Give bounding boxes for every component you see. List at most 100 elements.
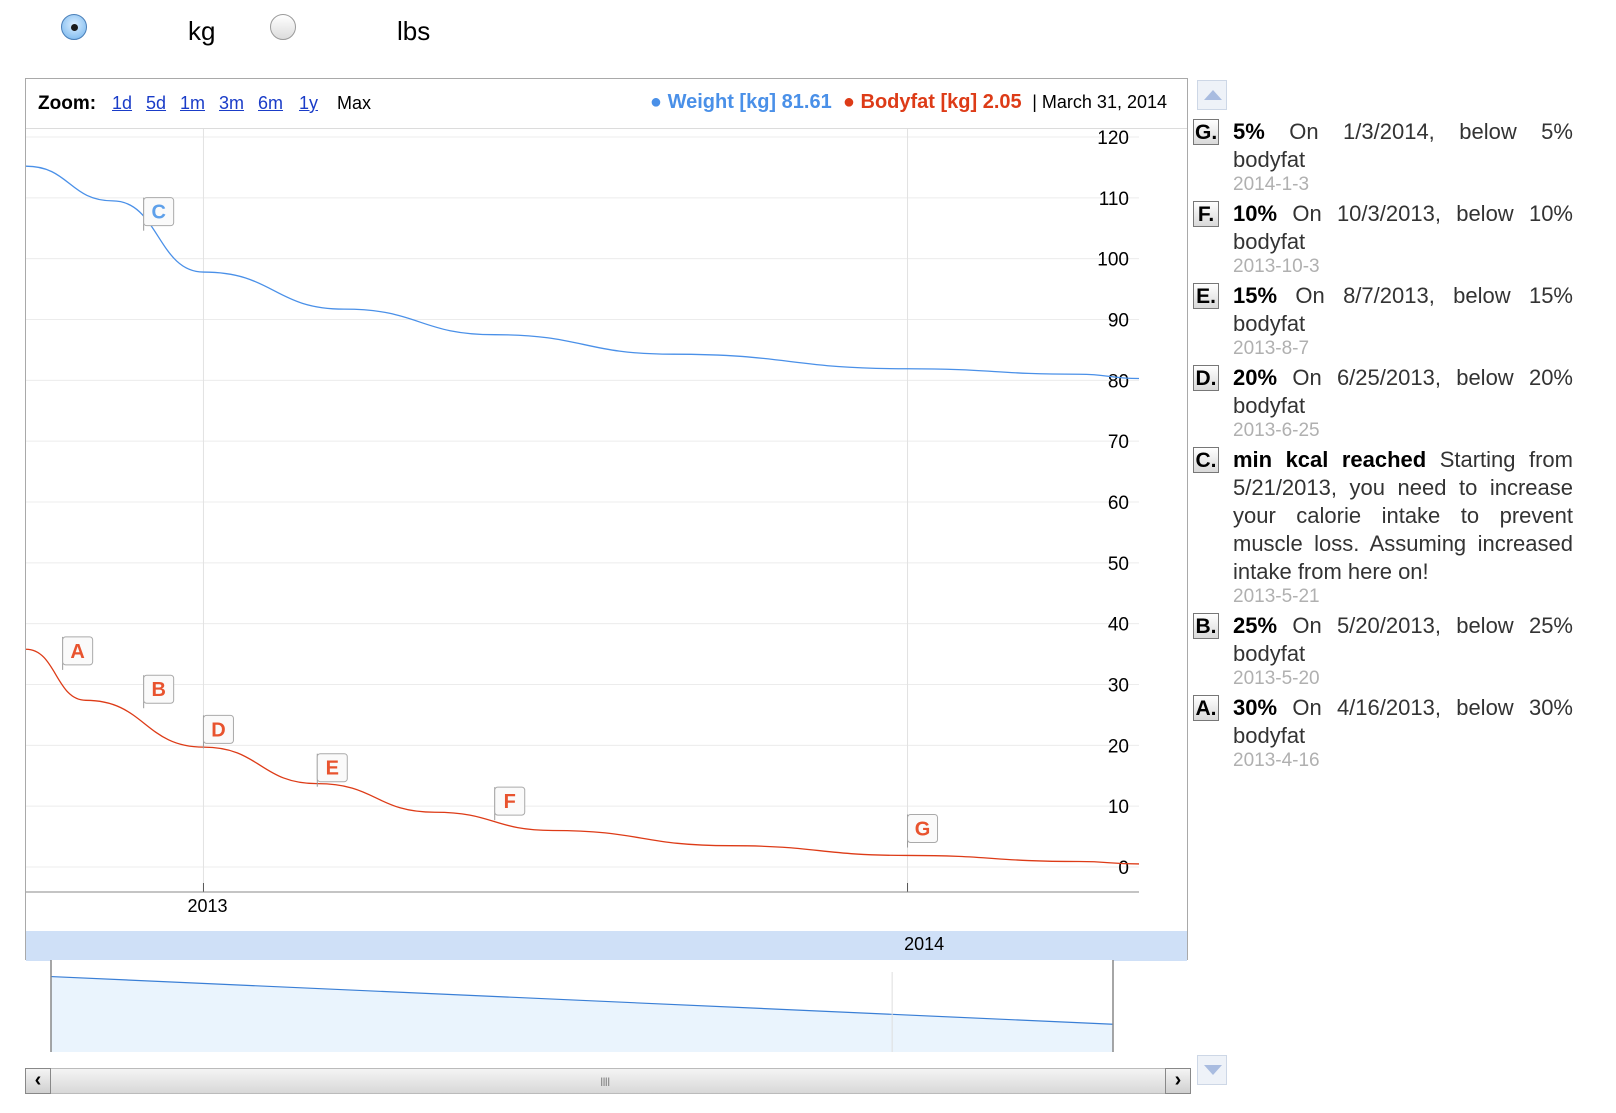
navigator-svg (50, 960, 1114, 1052)
chart-navigator[interactable]: 2014 (25, 934, 1188, 1080)
event-text: Starting from 5/21/2013, you need to inc… (1233, 447, 1573, 584)
flag-box (316, 753, 348, 783)
event-title: min kcal reached (1233, 447, 1427, 472)
y-tick-label: 100 (1097, 250, 1129, 271)
arrow-up-icon (1204, 90, 1222, 100)
y-tick-label: 70 (1108, 432, 1129, 453)
lbs-label: lbs (397, 16, 431, 46)
event-item[interactable]: F. 10% On 10/3/2013, below 10% bodyfat 201… (1193, 200, 1573, 278)
bodyfat-legend-label: Bodyfat [kg] (860, 91, 978, 113)
legend-separator: | (1027, 92, 1042, 112)
kg-radio[interactable] (61, 14, 87, 40)
event-body: 15% On 8/7/2013, below 15% bodyfat (1233, 282, 1573, 338)
event-date: 2013-8-7 (1233, 338, 1310, 359)
chart-legend: ● Weight [kg] 81.61 ● Bodyfat [kg] 2.05 … (650, 91, 1167, 114)
flag-label: G (915, 819, 931, 841)
bodyfat-legend-value: 2.05 (982, 91, 1022, 113)
flag-box (143, 674, 175, 704)
event-list-scroll-down[interactable] (1197, 1055, 1227, 1085)
zoom-max-option[interactable]: Max (337, 93, 372, 113)
y-tick-label: 110 (1099, 189, 1129, 210)
event-text: On 5/20/2013, below 25% bodyfat (1233, 613, 1573, 666)
event-item[interactable]: E. 15% On 8/7/2013, below 15% bodyfat 2013… (1193, 282, 1573, 360)
event-key[interactable]: C. (1193, 447, 1219, 473)
bodyfat-legend-dot: ● (842, 91, 855, 113)
event-body: min kcal reached Starting from 5/21/2013… (1233, 446, 1573, 586)
event-list-scroll-up[interactable] (1197, 80, 1227, 110)
event-body: 10% On 10/3/2013, below 10% bodyfat (1233, 200, 1573, 256)
event-key[interactable]: D. (1193, 365, 1219, 391)
zoom-label: Zoom: (38, 93, 97, 114)
scroll-left-button[interactable]: ‹ (25, 1068, 51, 1094)
navigator-scrollbar[interactable]: IIII (51, 1068, 1165, 1094)
y-tick-label: 120 (1097, 128, 1129, 149)
lbs-radio[interactable] (270, 14, 296, 40)
zoom-3m-link[interactable]: 3m (219, 93, 245, 113)
flag-box (202, 714, 234, 744)
chart-panel: 0 10 20 30 40 50 60 70 80 90 100 110 120 A B C D E F G Zoom… (25, 78, 1188, 961)
event-item[interactable]: C. min kcal reached Starting from 5/21/20… (1193, 446, 1573, 608)
scrollbar-grip[interactable]: IIII (600, 1075, 610, 1089)
event-text: On 8/7/2013, below 15% bodyfat (1233, 283, 1573, 336)
zoom-6m-link[interactable]: 6m (258, 93, 284, 113)
event-title: 5% (1233, 119, 1265, 144)
event-date: 2013-10-3 (1233, 256, 1320, 277)
zoom-1d-link[interactable]: 1d (112, 93, 133, 113)
weight-legend-dot: ● (649, 91, 663, 113)
event-text: On 6/25/2013, below 20% bodyfat (1233, 365, 1573, 418)
flag-box (143, 197, 175, 227)
y-tick-label: 90 (1108, 311, 1129, 332)
y-tick-label: 0 (1118, 858, 1129, 879)
zoom-toolbar: Zoom: 1d 5d 1m 3m 6m 1y Max ● Weight [kg… (26, 79, 1187, 129)
event-list: G. 5% On 1/3/2014, below 5% bodyfat 2014-1… (1193, 118, 1573, 776)
navigator-year-2014: 2014 (904, 934, 945, 954)
event-text: On 10/3/2013, below 10% bodyfat (1233, 201, 1573, 254)
flag-label: A (70, 641, 84, 663)
flag-box (62, 636, 94, 666)
event-text: On 4/16/2013, below 30% bodyfat (1233, 695, 1573, 748)
event-date: 2013-6-25 (1233, 420, 1320, 441)
weight-legend-value: 81.61 (781, 91, 832, 113)
y-tick-label: 10 (1108, 797, 1129, 818)
event-item[interactable]: B. 25% On 5/20/2013, below 25% bodyfat 201… (1193, 612, 1573, 690)
event-item[interactable]: A. 30% On 4/16/2013, below 30% bodyfat 201… (1193, 694, 1573, 772)
kg-label: kg (188, 16, 216, 46)
event-key[interactable]: G. (1193, 119, 1220, 145)
event-body: 20% On 6/25/2013, below 20% bodyfat (1233, 364, 1573, 420)
y-tick-label: 50 (1108, 554, 1129, 575)
event-date: 2013-5-21 (1233, 586, 1320, 607)
event-body: 30% On 4/16/2013, below 30% bodyfat (1233, 694, 1573, 750)
event-date: 2014-1-3 (1233, 174, 1310, 195)
flag-label: B (151, 679, 165, 701)
legend-date: March 31, 2014 (1041, 92, 1167, 112)
event-key[interactable]: A. (1193, 695, 1219, 721)
event-text: On 1/3/2014, below 5% bodyfat (1233, 119, 1573, 172)
x-axis-band (26, 931, 1187, 961)
flag-label: C (151, 202, 165, 224)
zoom-5d-link[interactable]: 5d (146, 93, 167, 113)
flag-label: F (504, 791, 516, 813)
flag-box (494, 786, 526, 816)
zoom-1m-link[interactable]: 1m (180, 93, 206, 113)
y-tick-label: 40 (1108, 615, 1129, 636)
event-item[interactable]: D. 20% On 6/25/2013, below 20% bodyfat 201… (1193, 364, 1573, 442)
x-tick-label-2013: 2013 (187, 896, 228, 916)
y-tick-label: 20 (1108, 736, 1129, 757)
main-chart-svg: 0 10 20 30 40 50 60 70 80 90 100 110 120 A B C D E F G (26, 128, 1140, 893)
zoom-1y-link[interactable]: 1y (299, 93, 319, 113)
event-item[interactable]: G. 5% On 1/3/2014, below 5% bodyfat 2014-1… (1193, 118, 1573, 196)
event-title: 30% (1233, 695, 1278, 720)
arrow-down-icon (1204, 1065, 1222, 1075)
event-key[interactable]: E. (1193, 283, 1219, 309)
navigator-area (51, 976, 1113, 1052)
scroll-right-button[interactable]: › (1165, 1068, 1191, 1094)
y-tick-label: 30 (1108, 676, 1129, 697)
event-date: 2013-5-20 (1233, 668, 1320, 689)
y-tick-label: 80 (1108, 371, 1129, 392)
event-key[interactable]: F. (1193, 201, 1219, 227)
navigator-line (50, 975, 1114, 1025)
event-date: 2013-4-16 (1233, 750, 1320, 771)
y-tick-label: 60 (1108, 493, 1129, 514)
flag-label: E (326, 758, 339, 780)
event-key[interactable]: B. (1193, 613, 1219, 639)
